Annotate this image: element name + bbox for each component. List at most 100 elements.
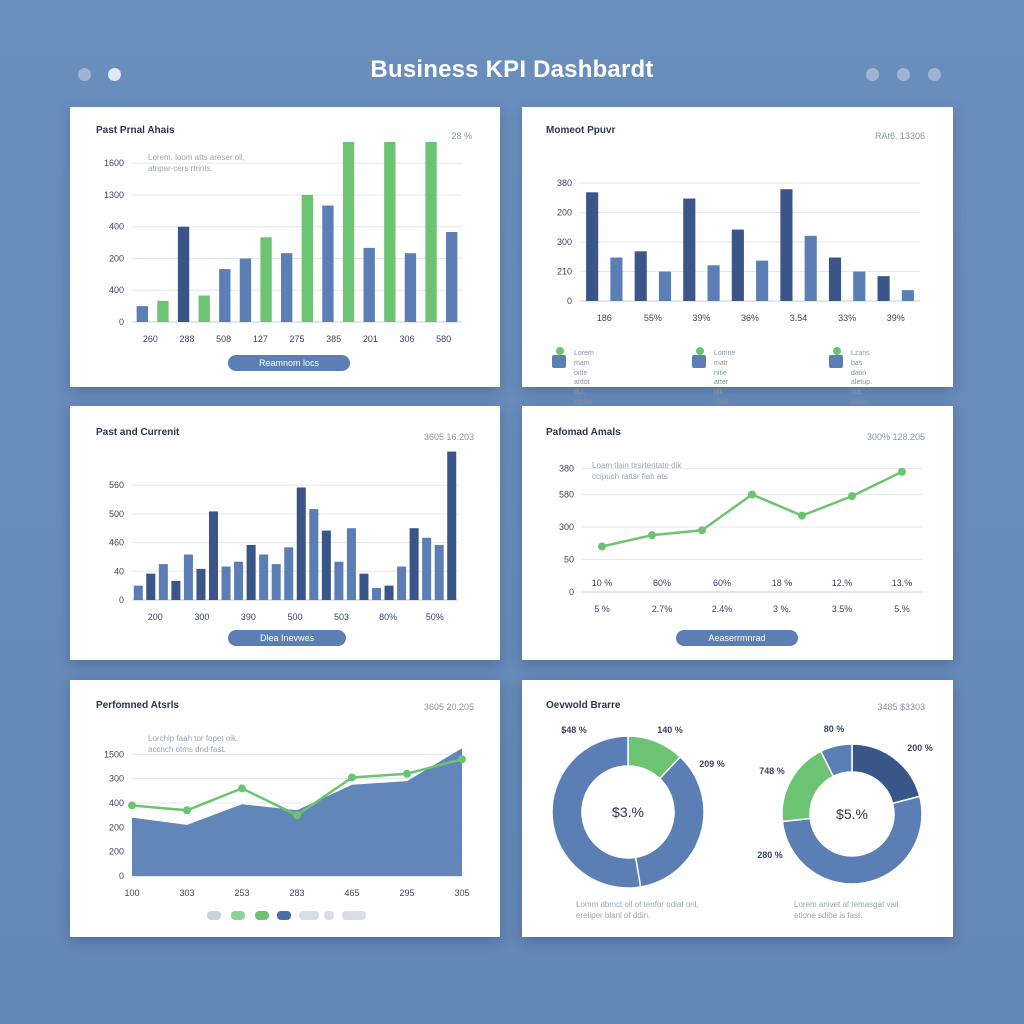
bar (246, 544, 256, 600)
x-tick-label: 275 (289, 334, 304, 344)
chart-control-6[interactable] (324, 911, 334, 920)
y-tick-label: 1600 (104, 158, 124, 168)
panel-description: Lorchip faah tor fopet oik. accnch otms … (148, 734, 239, 754)
y-tick-label: 0 (119, 317, 124, 327)
bar (384, 142, 396, 322)
chart-control-1[interactable] (207, 911, 221, 920)
chart-control-5[interactable] (299, 911, 319, 920)
x-tick-label: 300 (194, 612, 209, 622)
y-tick-label: 0 (119, 595, 124, 605)
data-point (848, 492, 856, 501)
chart-control-3[interactable] (255, 911, 269, 920)
page-title: Business KPI Dashbardt (370, 56, 654, 83)
x-tick-label: 50% (426, 612, 444, 622)
slice-label: 748 % (759, 766, 785, 776)
x-tick-label: 288 (179, 334, 194, 344)
y-tick-label: 200 (109, 253, 124, 263)
chart-performance: 0 50 300 580 380 10 % 60% 60% 18 % 12.% 13.% 5 % 2.7… (559, 464, 922, 614)
assessment-button[interactable]: Aeaserrmnrad (676, 630, 798, 646)
bar (284, 547, 294, 600)
x-tick-label: 186 (597, 313, 612, 323)
x-tick-label: 55% (644, 313, 662, 323)
y-tick-label: 300 (559, 522, 574, 532)
data-point (898, 467, 906, 476)
y-tick-label: 200 (109, 822, 124, 832)
chart-control-2[interactable] (231, 911, 245, 920)
bar (780, 189, 793, 301)
x-tick-label: 33% (838, 313, 856, 323)
y-tick-label: 210 (557, 267, 572, 277)
chart-past-current: 0 40 460 500 560 200 300 390 500 503 80% 50% (109, 451, 458, 622)
y-tick-label: 300 (109, 774, 124, 784)
y-tick-label: 460 (109, 538, 124, 548)
x-tick-label: 500 (287, 612, 302, 622)
bar (198, 295, 210, 322)
details-button[interactable]: Dlea Inevwes (228, 630, 346, 646)
window-dot-2[interactable] (108, 68, 121, 81)
chart-overview-share: $48 % 140 % 209 % $3.% 80 % 200 % 748 % 280 % $5… (551, 724, 933, 889)
bar (853, 271, 866, 301)
x-tick-label: 13.% (892, 578, 913, 588)
y-tick-label: 300 (557, 237, 572, 247)
bar (901, 290, 914, 301)
x-tick-label: 200 (148, 612, 163, 622)
panel-description-right: Lorem anivet af temasgat vail. etione sd… (794, 900, 901, 920)
window-dot-3[interactable] (866, 68, 879, 81)
bar (447, 451, 457, 600)
report-button[interactable]: Reamnom locs (228, 355, 350, 371)
chart-control-4[interactable] (277, 911, 291, 920)
slice-label: 280 % (757, 850, 783, 860)
y-tick-label: 400 (109, 285, 124, 295)
bar (221, 566, 231, 600)
y-tick-label: 200 (557, 208, 572, 218)
bar (322, 205, 334, 322)
x-tick-label: 3.5% (832, 604, 853, 614)
panel-performed-alerts: Perfomned Atsrls 3605 20.205 Lorchip faa… (70, 680, 500, 937)
x-tick-label: 295 (399, 888, 414, 898)
x-tick-label: 465 (344, 888, 359, 898)
bar (586, 192, 599, 301)
data-point (293, 811, 301, 820)
bar (334, 561, 344, 600)
bar (234, 561, 244, 600)
slice-label: $48 % (561, 725, 587, 735)
x-tick-label: 10 % (592, 578, 613, 588)
bar (133, 585, 143, 600)
y-tick-label: 1500 (104, 749, 124, 759)
chart-past-annual: 0 400 200 400 1300 1600 260 288 508 127 275 385 201 3… (104, 142, 462, 344)
data-point (348, 773, 356, 782)
y-tick-label: 400 (109, 798, 124, 808)
y-tick-label: 50 (564, 555, 574, 565)
x-tick-label: 3.54 (790, 313, 808, 323)
pie-slice (634, 755, 705, 888)
bar (658, 271, 672, 301)
x-tick-label: 36% (741, 313, 759, 323)
bar (683, 198, 696, 301)
bar (183, 554, 193, 600)
panel-title: Past Prnal Ahais (96, 125, 175, 136)
bar (136, 306, 148, 322)
panel-meta: 3605 20.205 (423, 702, 474, 712)
data-point (128, 801, 136, 810)
x-tick-label: 306 (399, 334, 414, 344)
x-tick-label: 18 % (772, 578, 793, 588)
pie-slice (551, 735, 642, 889)
bar (196, 568, 206, 600)
chart-control-7[interactable] (342, 911, 366, 920)
y-tick-label: 500 (109, 509, 124, 519)
window-dot-1[interactable] (78, 68, 91, 81)
panel-meta: RAt6. 13306 (874, 131, 925, 141)
data-point (648, 531, 656, 540)
window-dot-4[interactable] (897, 68, 910, 81)
window-dot-5[interactable] (928, 68, 941, 81)
pie-slice (781, 795, 923, 885)
bar (731, 229, 744, 301)
y-tick-label: 0 (567, 296, 572, 306)
bar (446, 232, 458, 322)
bar (409, 528, 419, 600)
x-tick-label: 39% (887, 313, 905, 323)
panel-past-current: Past and Currenit 3605 16.203 0 40 460 500 5… (70, 406, 500, 660)
y-tick-label: 200 (109, 847, 124, 857)
slice-label: 209 % (699, 759, 725, 769)
bar (259, 554, 269, 600)
